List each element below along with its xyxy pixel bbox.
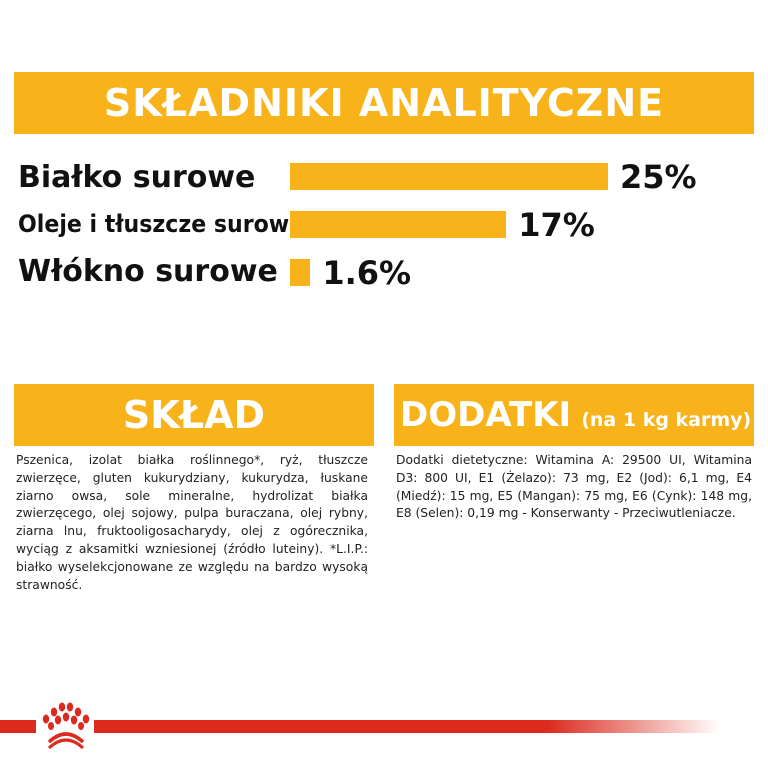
fibre-value: 1.6% — [322, 254, 412, 292]
fibre-bar — [290, 259, 311, 286]
additives-subtitle: (na 1 kg karmy) — [581, 409, 752, 431]
protein-label: Białko surowe — [18, 160, 256, 195]
additives-title-text: DODATKI — [400, 395, 572, 435]
analytics-title: SKŁADNIKI ANALITYCZNE — [14, 72, 754, 134]
fibre-label: Włókno surowe — [18, 254, 278, 289]
additives-text: Dodatki dietetyczne: Witamina A: 29500 U… — [396, 453, 752, 521]
composition-text: Pszenica, izolat białka roślinnego*, ryż… — [16, 453, 368, 592]
fat-label: Oleje i tłuszcze surowe — [18, 210, 305, 238]
composition-title: SKŁAD — [14, 384, 374, 446]
royal-canin-crown-icon — [36, 698, 94, 750]
brand-line — [0, 720, 720, 733]
protein-value: 25% — [620, 158, 697, 196]
fat-value: 17% — [518, 206, 595, 244]
protein-bar — [290, 163, 608, 190]
additives-title: DODATKI (na 1 kg karmy) — [394, 384, 754, 446]
fat-bar — [290, 211, 507, 238]
